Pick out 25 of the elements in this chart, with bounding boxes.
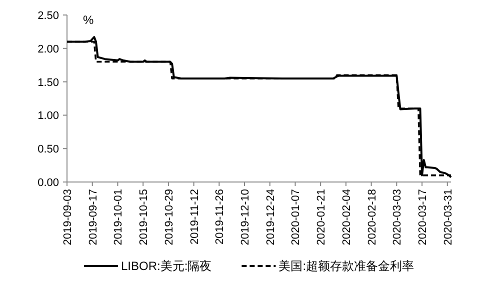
legend-label: 美国:超额存款准备金利率 [278, 259, 414, 273]
x-tick-label: 2020-03-17 [417, 189, 430, 246]
x-tick-label: 2019-09-17 [87, 189, 100, 246]
y-tick-label: 0.00 [38, 177, 59, 189]
x-tick-label: 2020-01-21 [316, 189, 328, 246]
x-tick-label: 2019-11-26 [214, 189, 226, 244]
x-tick-label: 2019-10-01 [112, 189, 125, 246]
y-tick-label: 0.50 [38, 144, 59, 156]
x-tick-label: 2019-11-12 [188, 189, 201, 244]
annotation: % [83, 13, 94, 27]
x-tick-label: 2019-10-15 [138, 189, 150, 246]
x-tick-label: 2020-03-03 [392, 189, 404, 246]
x-tick-label: 2020-02-04 [340, 189, 353, 246]
x-tick-label: 2019-09-03 [62, 189, 74, 246]
x-tick-label: 2020-02-18 [366, 189, 378, 246]
x-tick-label: 2020-03-31 [442, 189, 454, 246]
y-tick-label: 2.00 [38, 43, 59, 56]
y-tick-label: 2.50 [38, 10, 59, 22]
legend-label: LIBOR:美元:隔夜 [121, 259, 212, 273]
x-tick-label: 2019-10-29 [163, 189, 176, 246]
y-tick-label: 1.00 [38, 110, 59, 122]
x-tick-label: 2019-12-10 [240, 189, 252, 246]
y-tick-label: 1.50 [38, 76, 59, 89]
x-tick-label: 2019-12-24 [264, 189, 277, 246]
x-tick-label: 2020-01-07 [290, 189, 302, 246]
